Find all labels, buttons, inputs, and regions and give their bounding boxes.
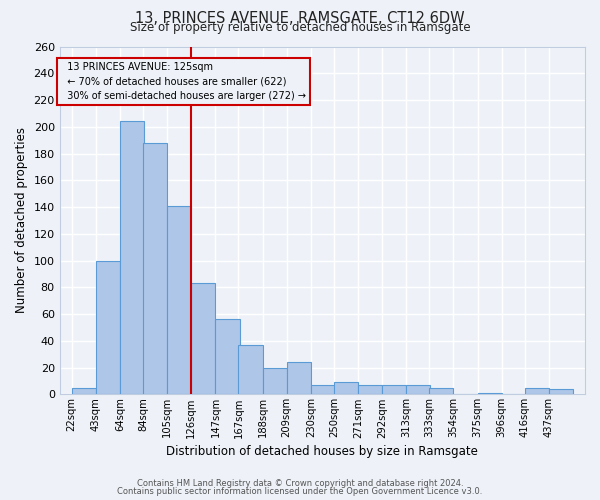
Bar (429, 388, 454, 394)
Bar (549, 389, 573, 394)
Bar (358, 385, 382, 394)
Bar (96, 260, 120, 394)
Bar (263, 368, 287, 394)
Bar (334, 382, 358, 394)
Bar (191, 284, 215, 395)
Bar (478, 393, 502, 394)
Bar (238, 345, 263, 395)
Bar (524, 388, 549, 394)
Bar (215, 320, 239, 394)
Bar (287, 362, 311, 394)
Bar (406, 385, 430, 394)
Text: 13, PRINCES AVENUE, RAMSGATE, CT12 6DW: 13, PRINCES AVENUE, RAMSGATE, CT12 6DW (135, 11, 465, 26)
Y-axis label: Number of detached properties: Number of detached properties (15, 128, 28, 314)
Text: Size of property relative to detached houses in Ramsgate: Size of property relative to detached ho… (130, 21, 470, 34)
Text: 13 PRINCES AVENUE: 125sqm
  ← 70% of detached houses are smaller (622)
  30% of : 13 PRINCES AVENUE: 125sqm ← 70% of detac… (61, 62, 306, 102)
Bar (382, 385, 406, 394)
Bar (143, 143, 167, 395)
Bar (72, 388, 96, 394)
Text: Contains public sector information licensed under the Open Government Licence v3: Contains public sector information licen… (118, 487, 482, 496)
Text: Contains HM Land Registry data © Crown copyright and database right 2024.: Contains HM Land Registry data © Crown c… (137, 479, 463, 488)
Bar (120, 122, 144, 394)
Bar (167, 206, 191, 394)
X-axis label: Distribution of detached houses by size in Ramsgate: Distribution of detached houses by size … (166, 444, 478, 458)
Bar (311, 385, 335, 394)
